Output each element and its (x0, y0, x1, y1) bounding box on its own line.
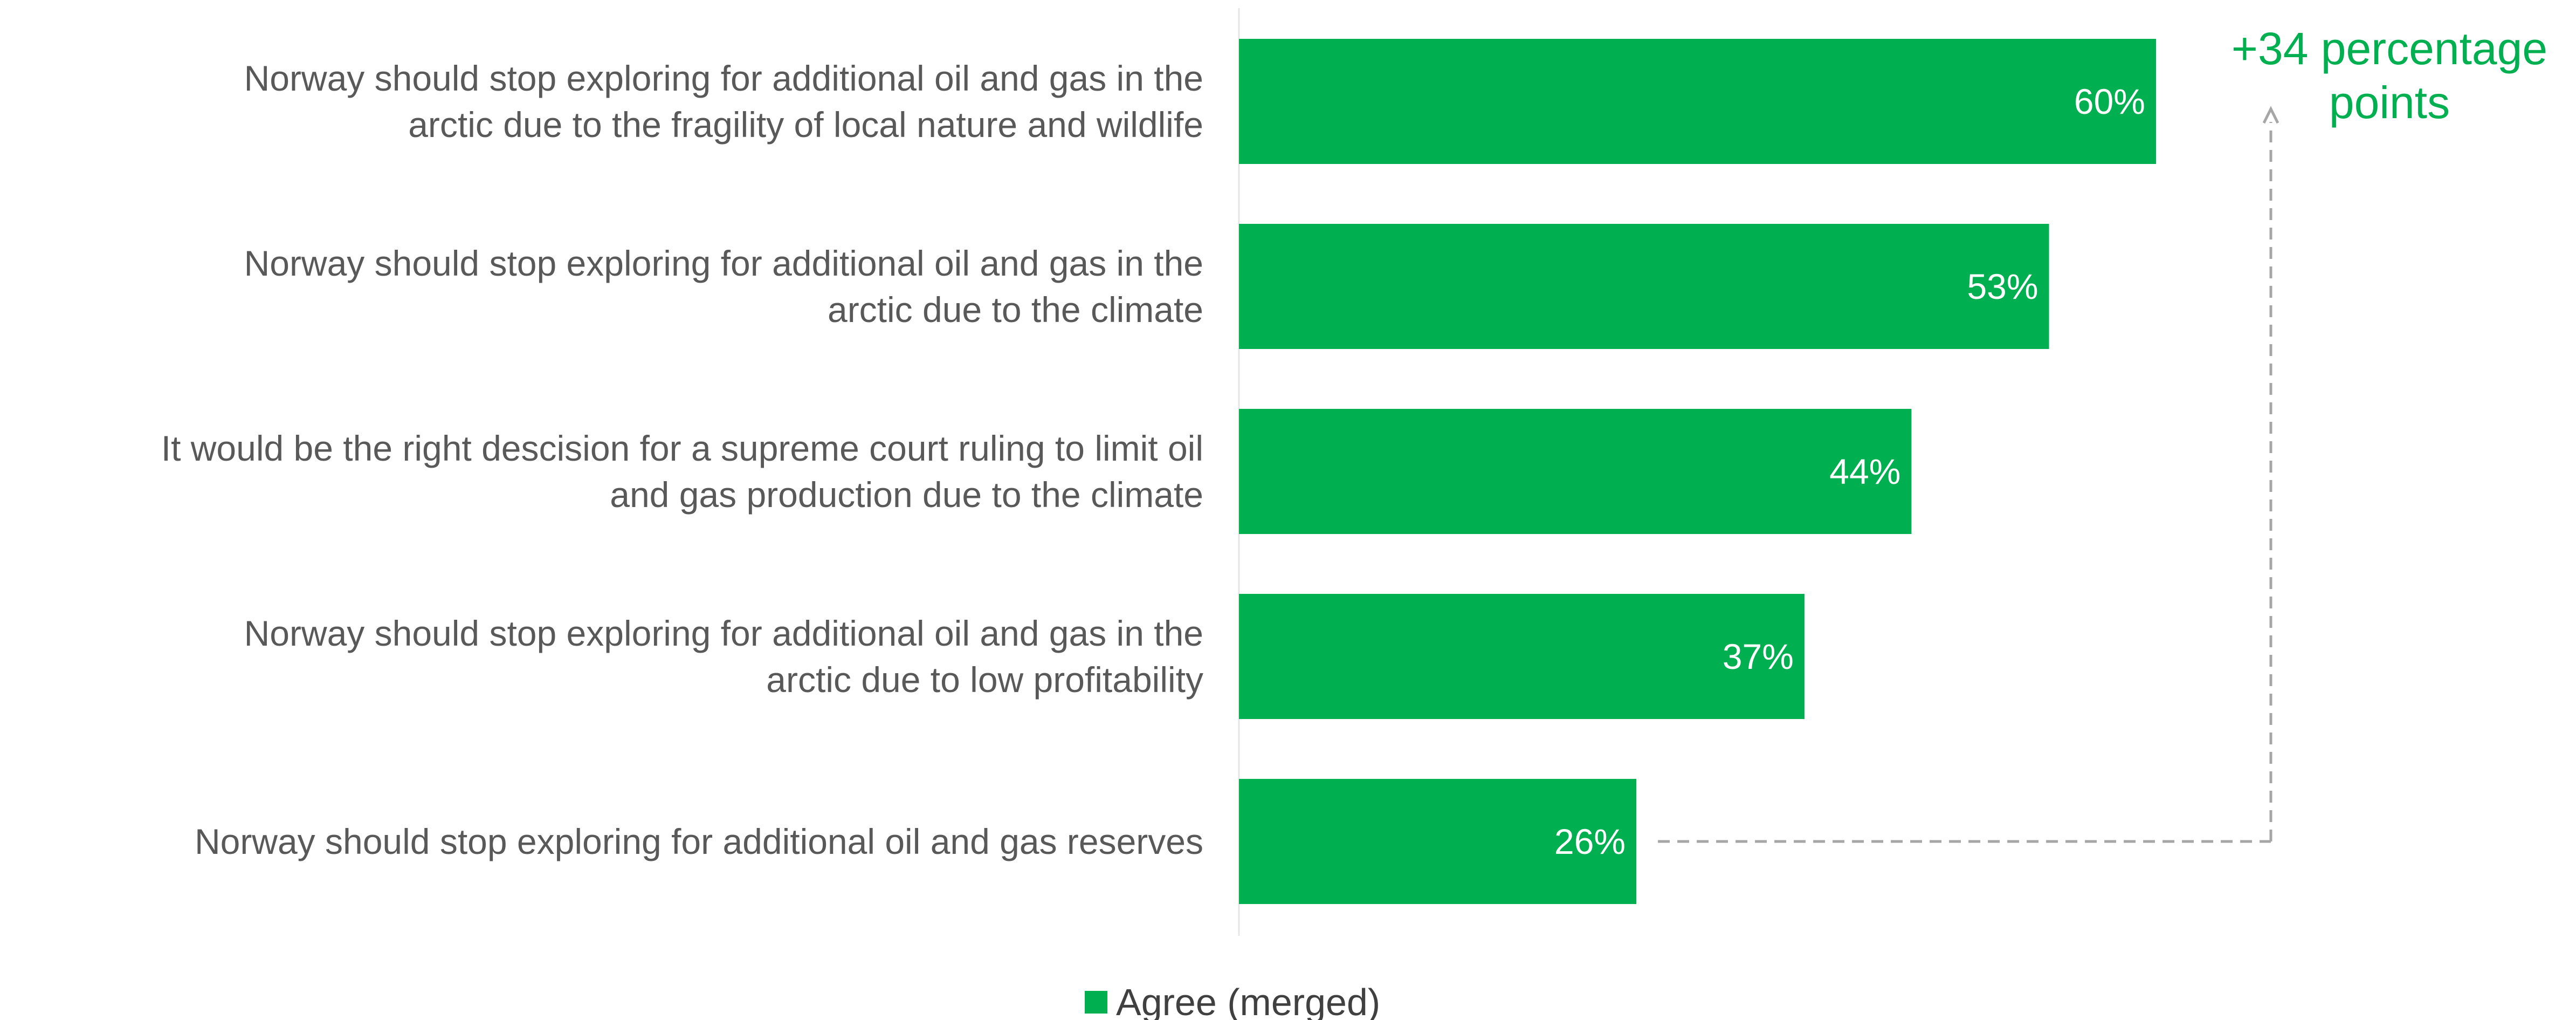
legend-swatch (1085, 991, 1107, 1014)
category-label: It would be the right descision for a su… (161, 428, 1203, 468)
data-label: 53% (1967, 266, 2038, 306)
data-label: 44% (1829, 451, 1900, 491)
arrow-up-icon (2262, 106, 2279, 124)
data-label: 60% (2074, 81, 2145, 121)
annotation-text: points (2329, 77, 2450, 128)
category-label: Norway should stop exploring for additio… (244, 58, 1203, 98)
annotation-text: +34 percentage (2231, 23, 2547, 74)
category-label: arctic due to the fragility of local nat… (408, 105, 1203, 145)
category-label: arctic due to the climate (828, 290, 1203, 330)
category-label: Norway should stop exploring for additio… (195, 822, 1203, 861)
bar (1239, 594, 1804, 719)
category-label: arctic due to low profitability (766, 660, 1203, 700)
bar (1239, 409, 1912, 534)
bar (1239, 224, 2049, 349)
legend: Agree (merged) (1085, 981, 1380, 1020)
category-label: Norway should stop exploring for additio… (244, 613, 1203, 653)
data-label: 37% (1723, 636, 1794, 676)
category-label: and gas production due to the climate (610, 475, 1203, 515)
category-labels-group: Norway should stop exploring for additio… (161, 58, 1203, 861)
data-label: 26% (1554, 822, 1626, 861)
bar (1239, 39, 2156, 164)
bar (1239, 779, 1637, 904)
category-label: Norway should stop exploring for additio… (244, 243, 1203, 283)
bars-group: 60% 53% 44% 37% 26% (1239, 39, 2156, 904)
legend-label: Agree (merged) (1116, 981, 1380, 1020)
